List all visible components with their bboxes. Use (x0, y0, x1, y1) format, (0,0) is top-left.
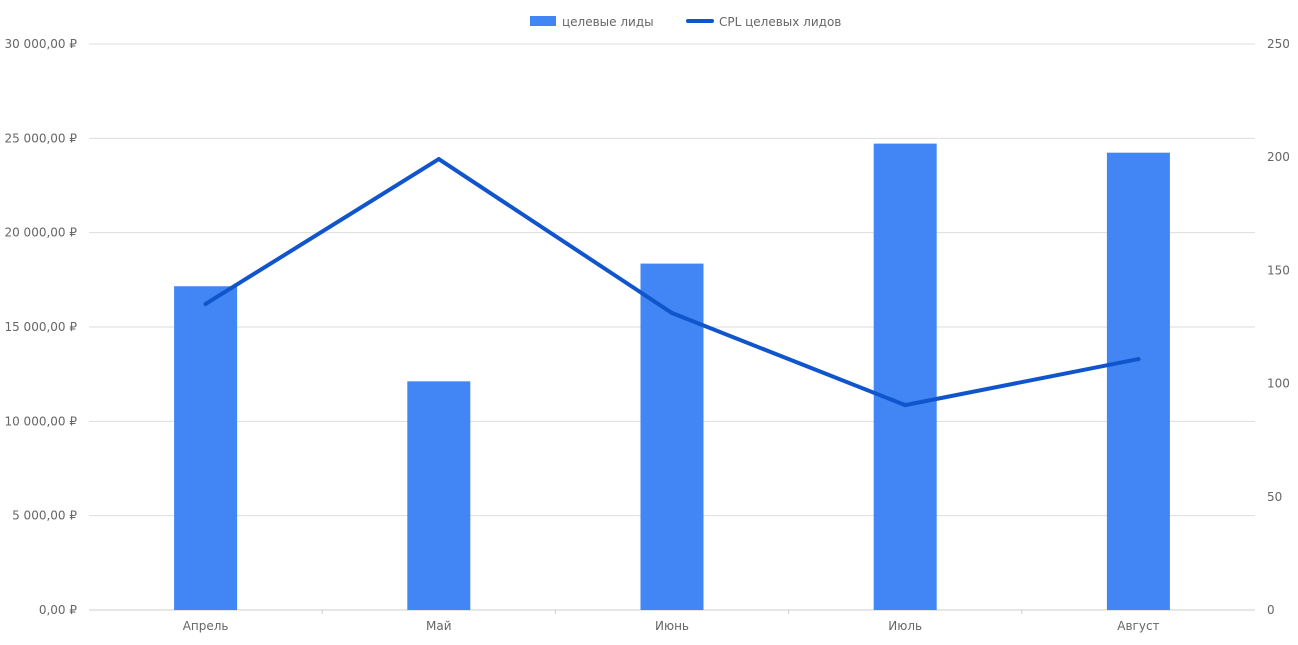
right-axis: 0 50 100 150 200 250 (1267, 37, 1290, 617)
right-tick-label: 100 (1267, 377, 1290, 391)
x-tick-label: Май (426, 619, 452, 633)
left-tick-label: 25 000,00 ₽ (4, 131, 77, 145)
line-series (203, 157, 1141, 408)
bar-Август[interactable] (1106, 152, 1170, 610)
x-tick-label: Август (1117, 619, 1159, 633)
legend[interactable]: целевые лиды CPL целевых лидов (530, 15, 841, 29)
x-tick-label: Июнь (655, 619, 689, 633)
legend-label-bar[interactable]: целевые лиды (562, 15, 654, 29)
x-tick-label: Апрель (183, 619, 229, 633)
cpl-point-Апрель[interactable] (203, 301, 208, 306)
bar-Апрель[interactable] (174, 286, 238, 610)
cpl-point-Июль[interactable] (903, 403, 908, 408)
cpl-point-Май[interactable] (436, 157, 441, 162)
x-tick-label: Июль (888, 619, 922, 633)
legend-label-line[interactable]: CPL целевых лидов (719, 15, 841, 29)
right-tick-label: 150 (1267, 263, 1290, 277)
left-tick-label: 15 000,00 ₽ (4, 320, 77, 334)
bar-Июнь[interactable] (640, 263, 704, 610)
cpl-point-Август[interactable] (1136, 357, 1141, 362)
left-tick-label: 10 000,00 ₽ (4, 414, 77, 428)
bars (174, 143, 1170, 610)
right-tick-label: 50 (1267, 490, 1282, 504)
legend-swatch-bar (530, 16, 556, 26)
left-tick-label: 0,00 ₽ (39, 603, 78, 617)
left-axis: 0,00 ₽ 5 000,00 ₽ 10 000,00 ₽ 15 000,00 ₽ 20… (4, 37, 77, 617)
left-tick-label: 5 000,00 ₽ (12, 509, 77, 523)
right-tick-label: 200 (1267, 150, 1290, 164)
right-tick-label: 250 (1267, 37, 1290, 51)
bar-Июль[interactable] (873, 143, 937, 610)
right-tick-label: 0 (1267, 603, 1275, 617)
left-tick-label: 20 000,00 ₽ (4, 226, 77, 240)
x-axis: Апрель Май Июнь Июль Август (183, 610, 1160, 633)
left-tick-label: 30 000,00 ₽ (4, 37, 77, 51)
bar-Май[interactable] (407, 381, 471, 610)
cpl-point-Июнь[interactable] (670, 311, 674, 316)
